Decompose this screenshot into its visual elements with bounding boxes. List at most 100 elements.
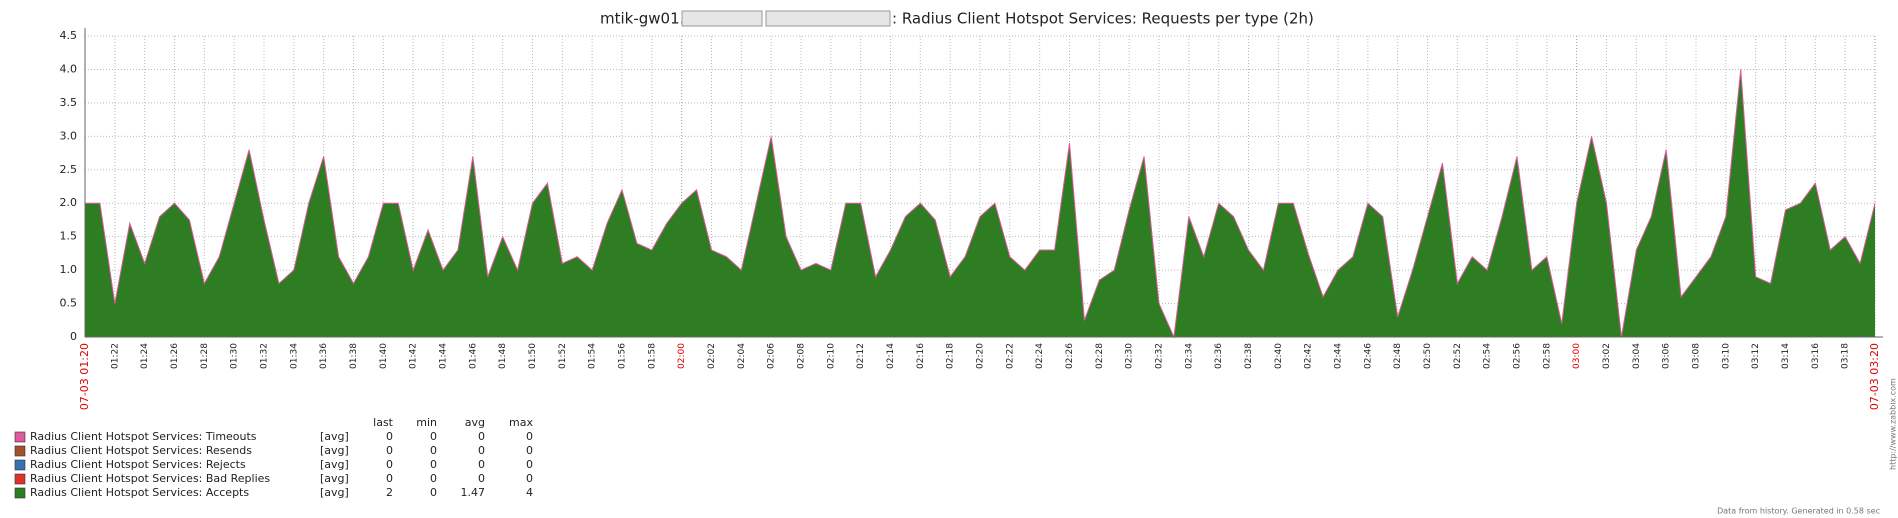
legend-stat: 0 xyxy=(386,458,393,471)
legend-stat: 2 xyxy=(386,486,393,499)
x-tick-label: 03:16 xyxy=(1811,343,1821,369)
x-tick-label: 02:42 xyxy=(1304,343,1314,369)
x-tick-label: 01:38 xyxy=(349,343,359,369)
x-tick-label: 02:40 xyxy=(1274,343,1284,369)
legend-stat: 0 xyxy=(430,444,437,457)
x-tick-label: 01:42 xyxy=(409,343,419,369)
x-tick-label: 02:34 xyxy=(1184,343,1194,369)
legend-stat: 0 xyxy=(478,430,485,443)
x-tick-label: 01:52 xyxy=(558,343,568,369)
legend-swatch xyxy=(14,431,26,443)
legend-header: last xyxy=(373,416,394,429)
x-tick-label: 02:28 xyxy=(1095,343,1105,369)
legend-header: max xyxy=(509,416,533,429)
legend-stat: 0 xyxy=(386,472,393,485)
x-tick-label: 03:00 xyxy=(1572,343,1582,369)
legend-stat: 0 xyxy=(478,458,485,471)
legend-stat: 0 xyxy=(430,430,437,443)
x-tick-label: 02:22 xyxy=(1005,343,1015,369)
y-tick-label: 0.5 xyxy=(60,297,78,310)
legend-name: Radius Client Hotspot Services: Timeouts xyxy=(30,430,257,443)
x-tick-label: 02:06 xyxy=(767,343,777,369)
x-tick-label: 02:44 xyxy=(1334,343,1344,369)
x-tick-label: 02:30 xyxy=(1125,343,1135,369)
legend-stat: 0 xyxy=(430,458,437,471)
x-tick-label: 01:58 xyxy=(647,343,657,369)
x-tick-label: 01:50 xyxy=(528,343,538,369)
x-tick-label: 01:40 xyxy=(379,343,389,369)
x-tick-label: 02:24 xyxy=(1035,343,1045,369)
x-tick-label: 01:28 xyxy=(200,343,210,369)
x-tick-label: 03:04 xyxy=(1632,343,1642,369)
area-outline xyxy=(85,69,1876,339)
y-tick-label: 1.5 xyxy=(60,230,78,243)
x-tick-label: 02:32 xyxy=(1155,343,1165,369)
legend-stat: 0 xyxy=(430,472,437,485)
watermark: http://www.zabbix.com xyxy=(1889,378,1898,470)
redacted-box xyxy=(765,10,891,27)
chart-title: : Radius Client Hotspot Services: Reques… xyxy=(892,10,1314,28)
x-tick-label: 03:12 xyxy=(1751,343,1761,369)
x-tick-label: 01:30 xyxy=(230,343,240,369)
y-tick-label: 0 xyxy=(70,330,77,343)
x-tick-label: 02:20 xyxy=(976,343,986,369)
x-tick-label: 02:26 xyxy=(1065,343,1075,369)
legend-swatch xyxy=(14,473,26,485)
area xyxy=(85,69,1875,337)
legend-swatch xyxy=(14,459,26,471)
legend-stat: 0 xyxy=(526,458,533,471)
x-tick-label: 02:36 xyxy=(1214,343,1224,369)
x-tick-label: 02:16 xyxy=(916,343,926,369)
x-tick-label: 07-03 01:20 xyxy=(78,343,91,410)
x-tick-label: 02:00 xyxy=(677,343,687,369)
legend-stat: 0 xyxy=(526,430,533,443)
x-tick-label: 02:14 xyxy=(886,343,896,369)
x-tick-label: 01:54 xyxy=(588,343,598,369)
legend-stat: 0 xyxy=(526,472,533,485)
legend-func: [avg] xyxy=(320,430,349,443)
x-tick-label: 02:02 xyxy=(707,343,717,369)
x-tick-label: 02:08 xyxy=(797,343,807,369)
x-tick-label: 01:46 xyxy=(468,343,478,369)
legend-swatch xyxy=(14,487,26,499)
x-tick-label: 01:48 xyxy=(498,343,508,369)
y-tick-label: 4.0 xyxy=(60,62,78,75)
x-tick-label: 02:50 xyxy=(1423,343,1433,369)
x-tick-label: 07-03 03:20 xyxy=(1868,343,1881,410)
x-tick-label: 01:22 xyxy=(110,343,120,369)
legend-name: Radius Client Hotspot Services: Resends xyxy=(30,444,252,457)
chart-title-host: mtik-gw01. xyxy=(600,10,684,28)
legend-func: [avg] xyxy=(320,458,349,471)
legend-header: avg xyxy=(465,416,485,429)
x-tick-label: 03:06 xyxy=(1662,343,1672,369)
x-tick-label: 02:38 xyxy=(1244,343,1254,369)
x-tick-label: 01:32 xyxy=(260,343,270,369)
x-tick-label: 02:58 xyxy=(1542,343,1552,369)
x-tick-label: 01:36 xyxy=(319,343,329,369)
legend-header: min xyxy=(416,416,437,429)
footer: Data from history. Generated in 0.58 sec xyxy=(1717,507,1880,516)
y-tick-label: 3.0 xyxy=(60,129,78,142)
x-tick-label: 02:56 xyxy=(1513,343,1523,369)
legend-stat: 0 xyxy=(386,444,393,457)
x-tick-label: 02:54 xyxy=(1483,343,1493,369)
x-tick-label: 01:44 xyxy=(439,343,449,369)
legend-stat: 0 xyxy=(526,444,533,457)
x-tick-label: 03:08 xyxy=(1692,343,1702,369)
y-tick-label: 1.0 xyxy=(60,263,78,276)
legend-stat: 0 xyxy=(478,444,485,457)
y-tick-label: 2.5 xyxy=(60,163,78,176)
y-tick-label: 3.5 xyxy=(60,96,78,109)
x-tick-label: 02:12 xyxy=(856,343,866,369)
x-tick-label: 02:52 xyxy=(1453,343,1463,369)
x-tick-label: 02:18 xyxy=(946,343,956,369)
legend-name: Radius Client Hotspot Services: Bad Repl… xyxy=(30,472,270,485)
legend-stat: 1.47 xyxy=(461,486,486,499)
x-tick-label: 02:10 xyxy=(826,343,836,369)
x-tick-label: 02:04 xyxy=(737,343,747,369)
legend-stat: 4 xyxy=(526,486,533,499)
legend-func: [avg] xyxy=(320,472,349,485)
legend-name: Radius Client Hotspot Services: Rejects xyxy=(30,458,246,471)
x-tick-label: 01:34 xyxy=(289,343,299,369)
